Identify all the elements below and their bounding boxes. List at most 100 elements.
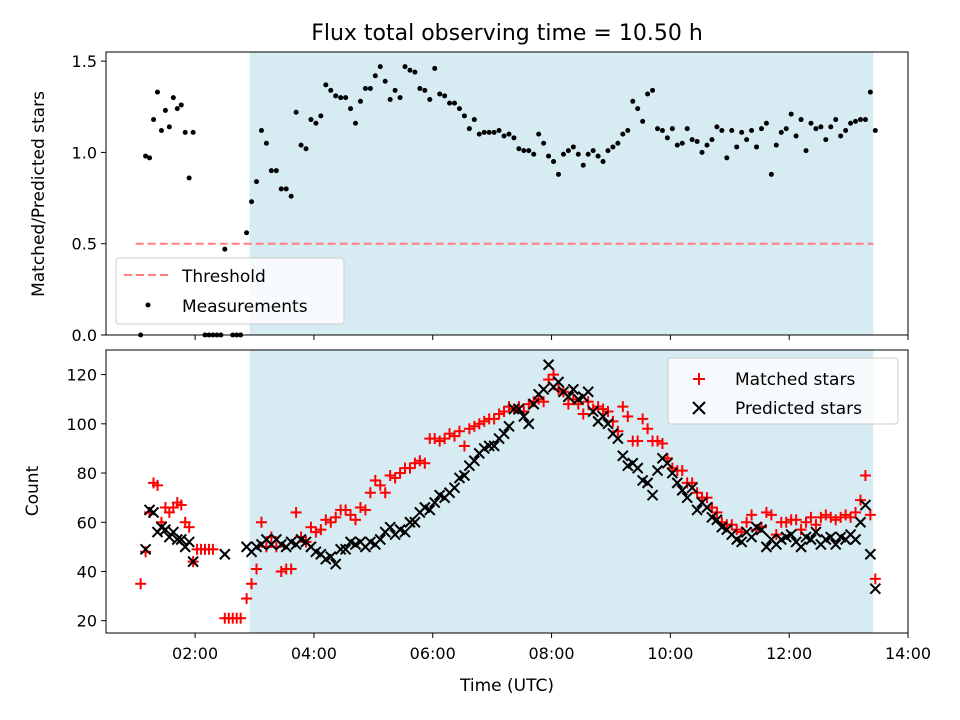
- matched-star-point: [820, 509, 832, 521]
- measurement-point: [763, 120, 769, 126]
- matched-star-point: [449, 430, 461, 442]
- measurement-point: [461, 113, 467, 119]
- measurement-point: [392, 87, 398, 93]
- matched-star-point: [285, 563, 297, 575]
- predicted-star-point: [646, 489, 659, 501]
- x-tick-label: 12:00: [766, 644, 812, 663]
- measurement-point: [357, 98, 363, 104]
- predicted-star-point: [661, 457, 674, 469]
- predicted-star-point: [612, 432, 624, 445]
- predicted-star-point: [528, 398, 540, 410]
- predicted-star-point: [187, 555, 199, 568]
- measurement-point: [645, 91, 651, 97]
- measurement-point: [222, 246, 228, 252]
- matched-star-point: [632, 435, 644, 447]
- matched-star-point: [825, 511, 837, 523]
- measurement-point: [833, 117, 839, 123]
- y-tick-label: 20: [77, 612, 97, 631]
- measurement-point: [501, 133, 507, 139]
- matched-star-point: [493, 408, 505, 420]
- matched-star-point: [790, 514, 802, 526]
- predicted-star-point: [795, 541, 807, 553]
- measurement-point: [476, 131, 482, 137]
- measurement-point: [511, 135, 517, 141]
- measurement-point: [595, 153, 601, 159]
- matched-star-point: [369, 474, 381, 486]
- measurement-point: [605, 148, 611, 154]
- matched-star-point: [835, 511, 847, 523]
- measurement-point: [343, 95, 349, 101]
- measurement-point: [739, 129, 745, 135]
- measurement-point: [758, 126, 764, 132]
- measurement-point: [867, 89, 873, 95]
- measurement-point: [803, 148, 809, 154]
- predicted-stars-markers: [139, 359, 882, 595]
- measurement-point: [610, 144, 616, 150]
- predicted-star-point: [503, 420, 515, 432]
- matched-star-point: [810, 519, 822, 531]
- measurement-point: [162, 107, 168, 113]
- measurement-point: [442, 93, 448, 99]
- matched-star-point: [840, 509, 852, 521]
- measurement-point: [704, 142, 710, 148]
- x-tick-label: 08:00: [529, 644, 575, 663]
- measurement-point: [793, 133, 799, 139]
- measurement-point: [318, 113, 324, 119]
- legend-top: Threshold Measurements: [115, 257, 345, 325]
- legend-matched-swatch: [693, 373, 705, 385]
- x-tick-label: 04:00: [291, 644, 337, 663]
- x-tick-label: 14:00: [885, 644, 931, 663]
- matched-star-point: [458, 440, 470, 452]
- measurement-point: [471, 117, 477, 123]
- predicted-star-point: [518, 410, 530, 423]
- measurement-point: [659, 128, 665, 134]
- y-tick-label: 120: [66, 366, 97, 385]
- y-axis-label-top: Matched/Predicted stars: [29, 91, 49, 297]
- measurement-point: [749, 128, 755, 134]
- measurement-point: [531, 151, 537, 157]
- panel-bottom: 20 40 60 80 100 120 02:00 04:00 06:00 08:00 10:00…: [23, 349, 931, 696]
- measurement-point: [333, 93, 339, 99]
- predicted-star-point: [429, 496, 441, 509]
- predicted-star-point: [542, 359, 555, 371]
- matched-star-point: [439, 433, 451, 445]
- matched-star-point: [241, 593, 253, 605]
- matched-star-point: [562, 398, 574, 410]
- predicted-star-point: [641, 477, 654, 489]
- measurement-point: [377, 64, 383, 70]
- measurement-point: [699, 149, 705, 155]
- predicted-star-point: [139, 543, 152, 556]
- predicted-star-point: [219, 548, 231, 560]
- x-axis-label: Time (UTC): [459, 676, 554, 696]
- measurement-point: [862, 117, 868, 123]
- predicted-star-point: [409, 516, 421, 528]
- predicted-star-point: [760, 541, 773, 553]
- predicted-star-point: [508, 403, 520, 415]
- measurement-point: [724, 155, 730, 161]
- predicted-star-point: [582, 386, 594, 398]
- y-ticks-top: 0.0 0.5 1.0 1.5: [72, 52, 106, 345]
- matched-star-point: [651, 435, 663, 447]
- chart-title: Flux total observing time = 10.50 h: [311, 21, 703, 46]
- legend-predicted-label: Predicted stars: [735, 399, 862, 419]
- measurement-point: [838, 133, 844, 139]
- matched-star-point: [151, 479, 163, 491]
- y-tick-label: 40: [77, 562, 97, 581]
- matched-star-point: [290, 506, 302, 518]
- measurement-point: [565, 148, 571, 154]
- measurement-point: [783, 126, 789, 132]
- measurement-point: [367, 86, 373, 92]
- matched-star-point: [175, 499, 187, 511]
- matched-star-point: [859, 470, 871, 482]
- measurement-point: [422, 87, 428, 93]
- measurement-point: [151, 117, 157, 123]
- matched-star-point: [419, 457, 431, 469]
- measurement-point: [244, 230, 250, 236]
- predicted-star-point: [691, 504, 703, 516]
- measurement-point: [664, 135, 670, 141]
- shaded-region-top: [249, 52, 874, 335]
- measurement-point: [166, 124, 172, 130]
- measurement-point: [273, 168, 279, 174]
- matched-star-point: [453, 425, 465, 437]
- measurement-point: [630, 98, 636, 104]
